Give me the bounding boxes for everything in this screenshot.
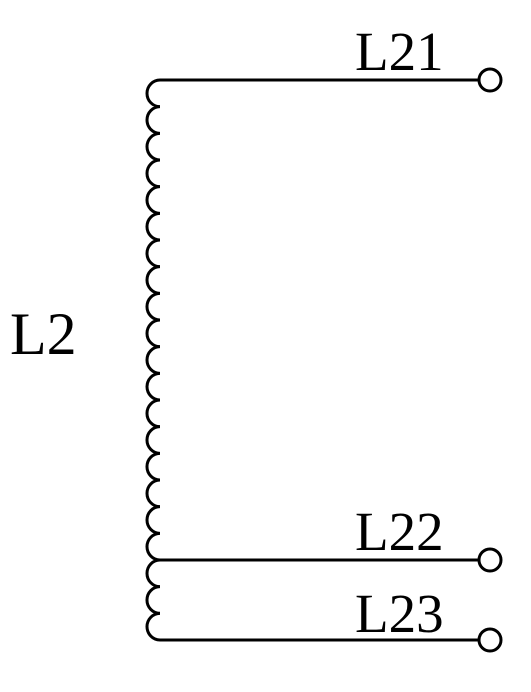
terminal-node bbox=[479, 629, 501, 651]
inductor-coil bbox=[147, 80, 160, 640]
terminal-node bbox=[479, 549, 501, 571]
circuit-svg bbox=[0, 0, 531, 687]
tap-label-l21: L21 bbox=[355, 20, 444, 83]
circuit-diagram: L2 L21 L22 L23 bbox=[0, 0, 531, 687]
terminal-node bbox=[479, 69, 501, 91]
tap-label-l23: L23 bbox=[355, 582, 444, 645]
inductor-label: L2 bbox=[10, 300, 77, 369]
tap-label-l22: L22 bbox=[355, 500, 444, 563]
